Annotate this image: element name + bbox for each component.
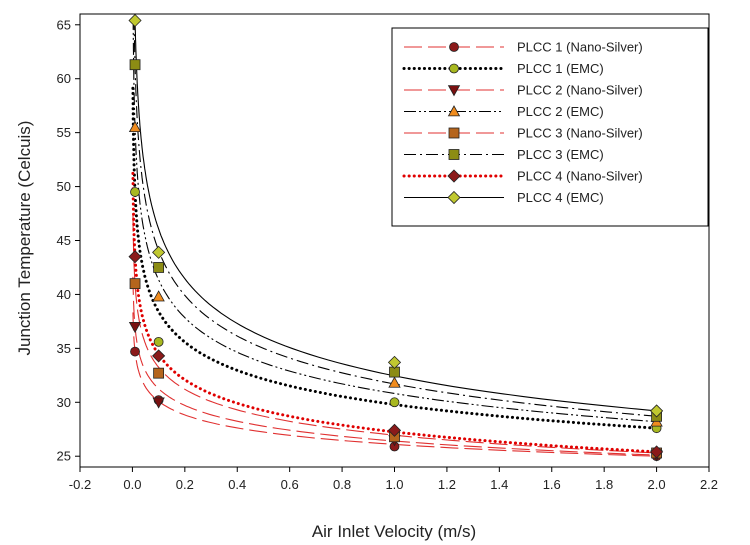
- legend-label: PLCC 4 (EMC): [517, 190, 604, 205]
- marker-point: [387, 355, 402, 369]
- marker-point: [128, 321, 142, 334]
- marker-point: [447, 169, 461, 183]
- x-tick-label: -0.2: [69, 477, 91, 492]
- marker-point: [448, 149, 460, 160]
- marker-point: [449, 63, 459, 74]
- marker-point: [128, 120, 142, 133]
- y-tick-label: 55: [57, 125, 71, 140]
- marker-point: [128, 250, 142, 264]
- legend-label: PLCC 3 (EMC): [517, 147, 604, 162]
- marker-point: [130, 346, 140, 357]
- legend-box: [391, 27, 709, 227]
- x-tick-label: 1.6: [543, 477, 561, 492]
- marker-point: [389, 397, 400, 408]
- legend: PLCC 1 (Nano-Silver) PLCC 1 (EMC) PLCC 2 (…: [391, 27, 709, 227]
- marker-point: [129, 278, 141, 290]
- series-line-4: [132, 17, 657, 423]
- series-line-6: [133, 18, 657, 417]
- legend-label: PLCC 4 (Nano-Silver): [517, 169, 643, 184]
- series-line-1: [132, 312, 657, 457]
- x-tick-label: 1.2: [438, 477, 456, 492]
- y-tick-label: 25: [57, 449, 71, 464]
- plot-area: [79, 13, 710, 468]
- y-tick-label: 35: [57, 341, 71, 356]
- legend-label: PLCC 1 (Nano-Silver): [517, 40, 643, 55]
- marker-point: [447, 190, 461, 205]
- marker-point: [447, 85, 461, 97]
- marker-point: [388, 376, 401, 388]
- x-tick-label: 0.0: [123, 477, 141, 492]
- x-tick-label: 2.2: [700, 477, 718, 492]
- marker-point: [447, 105, 461, 117]
- x-tick-label: 1.8: [595, 477, 613, 492]
- x-tick-label: 0.2: [176, 477, 194, 492]
- marker-point: [152, 290, 165, 302]
- x-tick-label: 1.0: [385, 477, 403, 492]
- y-tick-label: 60: [57, 71, 71, 86]
- series-line-8: [134, 17, 657, 412]
- marker-point: [650, 445, 664, 459]
- y-tick-label: 50: [57, 179, 71, 194]
- marker-point: [153, 367, 165, 379]
- marker-point: [650, 404, 664, 418]
- series-line-3: [132, 276, 657, 456]
- marker-point: [152, 397, 165, 409]
- y-axis-label: Junction Temperature (Celcuis): [15, 121, 34, 356]
- marker-point: [153, 336, 164, 347]
- marker-point: [448, 127, 460, 139]
- series-line-2: [131, 86, 659, 430]
- marker-point: [153, 262, 165, 273]
- x-axis-label: Air Inlet Velocity (m/s): [312, 522, 476, 541]
- marker-point: [128, 13, 142, 28]
- legend-label: PLCC 2 (EMC): [517, 104, 604, 119]
- legend-label: PLCC 3 (Nano-Silver): [517, 126, 643, 141]
- marker-point: [152, 245, 166, 259]
- legend-label: PLCC 1 (EMC): [517, 61, 604, 76]
- marker-point: [129, 59, 141, 71]
- marker-point: [130, 187, 140, 197]
- y-tick-label: 65: [57, 17, 71, 32]
- marker-point: [449, 42, 459, 52]
- x-tick-label: 0.6: [281, 477, 299, 492]
- y-axis: 25 30 35 40 45 50 55 60 65: [57, 17, 80, 464]
- x-tick-label: 2.0: [648, 477, 666, 492]
- legend-label: PLCC 2 (Nano-Silver): [517, 83, 643, 98]
- series-line-5: [132, 213, 657, 454]
- series-line-7: [131, 171, 659, 454]
- y-tick-label: 30: [57, 395, 71, 410]
- x-tick-label: 0.4: [228, 477, 246, 492]
- y-tick-label: 40: [57, 287, 71, 302]
- x-axis: -0.2 0.0 0.2 0.4 0.6 0.8 1.0 1.2 1.4 1.6 1.8 2.0 2.2: [69, 467, 718, 492]
- marker-point: [152, 349, 166, 363]
- x-tick-label: 1.4: [490, 477, 508, 492]
- x-tick-label: 0.8: [333, 477, 351, 492]
- marker-point: [387, 423, 402, 437]
- y-tick-label: 45: [57, 233, 71, 248]
